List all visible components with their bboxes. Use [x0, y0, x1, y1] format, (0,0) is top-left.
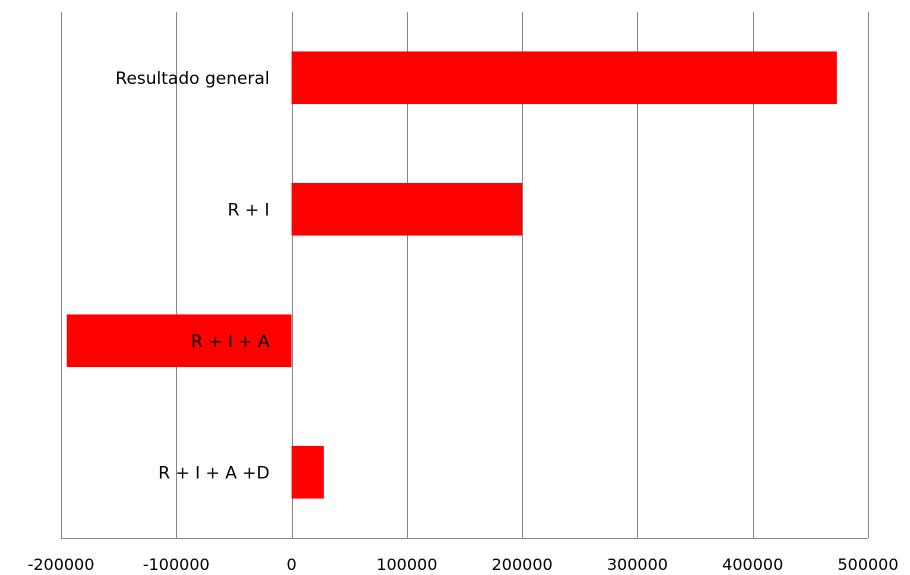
category-label: Resultado general: [115, 69, 269, 89]
category-label: R + I + A: [191, 332, 270, 352]
category-labels: Resultado general R + I R + I + A R + I + A…: [115, 69, 270, 484]
bar: [291, 445, 324, 499]
category-label: R + I: [228, 200, 270, 220]
bars: [66, 51, 837, 499]
x-tick-label: 500000: [837, 555, 898, 574]
x-tick-label: -200000: [28, 555, 95, 574]
x-tick-label: 400000: [722, 555, 783, 574]
bar: [291, 51, 837, 105]
x-tick-label: 100000: [376, 555, 437, 574]
x-tick-label: 0: [286, 555, 296, 574]
x-axis-tick-labels: -200000 -100000 0 100000 200000 300000 400000 5…: [28, 555, 899, 574]
bar: [291, 182, 523, 236]
bar: [66, 314, 292, 368]
category-label: R + I + A +D: [158, 463, 269, 483]
x-tick-label: 300000: [607, 555, 668, 574]
x-tick-label: -100000: [143, 555, 210, 574]
x-tick-label: 200000: [492, 555, 553, 574]
